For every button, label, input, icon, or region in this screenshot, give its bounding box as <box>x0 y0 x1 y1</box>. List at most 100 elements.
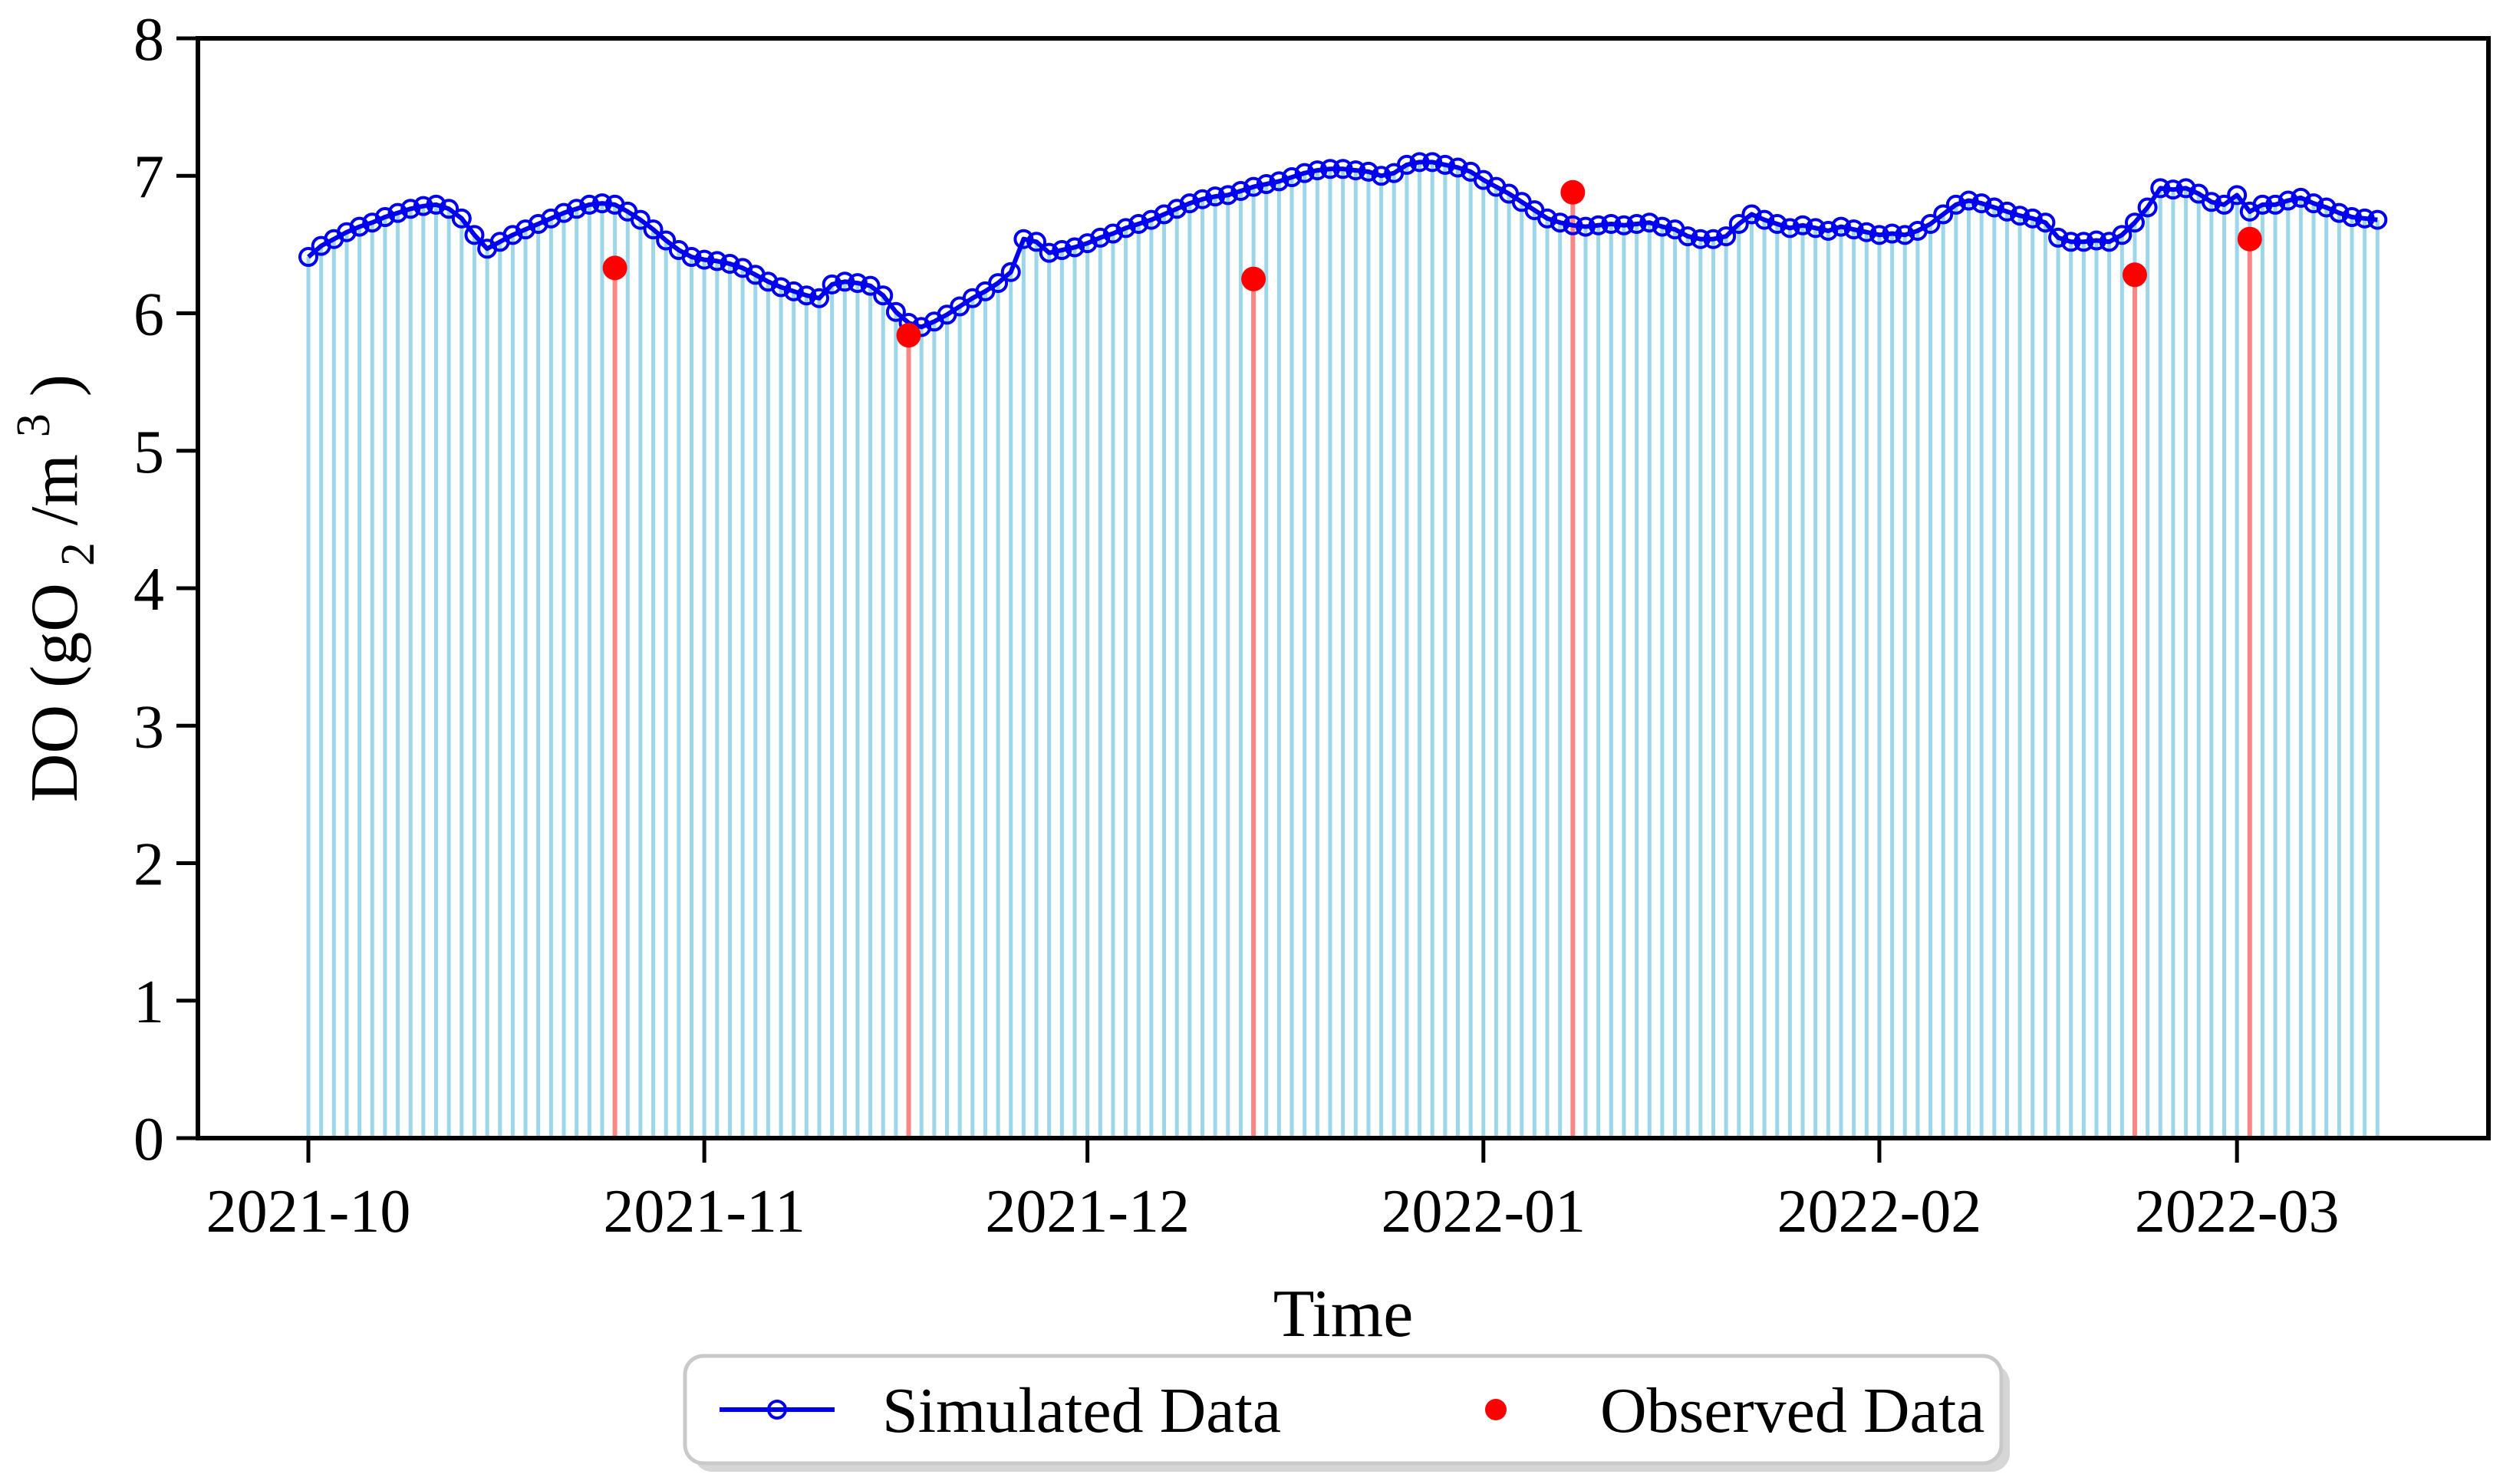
simulated-data-point <box>2022 208 2043 229</box>
simulated-data-point <box>1230 180 1251 201</box>
simulated-data-point <box>1716 226 1737 247</box>
simulated-data-point <box>1115 218 1136 239</box>
x-tick-label: 2022-01 <box>1381 1178 1586 1245</box>
simulated-data-point <box>1371 166 1392 186</box>
simulated-data-point <box>451 208 472 229</box>
simulated-data-point <box>1320 159 1340 179</box>
simulated-data-point <box>2304 193 2324 214</box>
simulated-data-point <box>1039 242 1059 263</box>
simulated-data-point <box>464 225 485 245</box>
simulated-data-point <box>1933 204 1954 225</box>
legend-label-observed: Observed Data <box>1600 1375 1984 1446</box>
simulated-data-point <box>1358 161 1378 182</box>
simulated-data-point <box>1332 159 1353 179</box>
simulated-data-point <box>1409 152 1430 173</box>
simulated-data-point <box>1856 222 1877 242</box>
simulated-data-point <box>885 301 906 322</box>
simulated-data-point <box>2329 202 2350 223</box>
y-axis-label-superscript: 3 <box>8 413 60 437</box>
simulated-data-point <box>1422 152 1443 173</box>
x-axis: 2021-10 2021-11 2021-12 2022-01 2022-02 2022-… <box>206 1138 2340 1245</box>
simulated-data-point <box>387 202 408 223</box>
simulated-data-point <box>298 247 318 268</box>
simulated-data-point <box>1294 163 1315 183</box>
observed-data-point <box>2122 262 2147 288</box>
simulated-data-point <box>439 199 459 219</box>
simulated-data-point <box>1767 213 1787 234</box>
y-tick-label: 3 <box>133 693 164 761</box>
simulated-data-point <box>1793 215 1813 235</box>
y-tick-label: 5 <box>133 419 164 486</box>
simulated-data-point <box>1945 194 1966 215</box>
simulated-data-point <box>873 285 894 306</box>
simulated-data-point <box>988 273 1009 294</box>
simulated-data-point <box>1652 216 1672 237</box>
simulated-data-point <box>835 271 855 292</box>
simulated-data-point <box>1307 160 1328 181</box>
simulated-data-point <box>809 288 829 308</box>
simulated-data-point <box>1269 171 1289 192</box>
y-axis: 0 1 2 3 4 5 6 7 8 <box>133 6 198 1173</box>
simulated-data-point <box>2086 230 2106 251</box>
x-tick-label: 2022-02 <box>1777 1178 1982 1245</box>
simulated-data-point <box>1805 218 1826 239</box>
simulated-data-point <box>349 216 370 237</box>
simulated-data-point <box>643 219 664 240</box>
y-tick-label: 2 <box>133 831 164 899</box>
simulated-curve <box>307 160 2378 330</box>
simulated-data-point <box>1613 215 1634 235</box>
simulated-data-point <box>1639 212 1660 233</box>
simulated-data-point <box>1997 201 2017 222</box>
observed-data-point <box>602 255 627 281</box>
simulated-data-point <box>1601 213 1622 234</box>
simulated-data-point <box>2035 212 2056 233</box>
simulated-data-point <box>2227 185 2248 206</box>
simulated-data-point <box>2010 206 2030 226</box>
simulated-data-point <box>681 247 702 268</box>
simulated-data-point <box>591 193 612 214</box>
simulated-data-point <box>1052 240 1072 261</box>
simulated-data-point <box>400 199 421 219</box>
observed-data-point <box>2237 226 2262 252</box>
simulated-data-point <box>1434 154 1455 175</box>
simulated-data-point <box>1703 229 1724 249</box>
simulated-data-point <box>1958 190 1979 211</box>
simulated-data-point <box>1588 215 1609 235</box>
x-tick-label: 2022-03 <box>2135 1178 2340 1245</box>
simulated-data-point <box>860 275 881 296</box>
simulated-data-point <box>847 273 868 294</box>
simulated-data-point <box>1090 227 1111 248</box>
simulated-data-point <box>2214 194 2235 215</box>
simulated-data-point <box>554 202 574 223</box>
simulated-data-point <box>1831 216 1851 237</box>
simulated-data-point <box>2354 208 2375 229</box>
y-axis-label-main: DO (gO <box>18 583 92 802</box>
simulated-data-point <box>413 196 433 216</box>
simulated-data-point <box>426 194 446 215</box>
x-tick-label: 2021-12 <box>985 1178 1190 1245</box>
simulated-data-point <box>1971 193 1992 214</box>
simulated-data-point <box>1205 186 1226 207</box>
observed-stems <box>612 192 2252 1138</box>
x-axis-label: Time <box>1273 1277 1414 1351</box>
simulated-data-point <box>1000 262 1021 282</box>
simulated-data-point <box>1550 212 1570 233</box>
simulated-data-point <box>1026 232 1047 252</box>
simulated-data-point <box>1882 223 1902 244</box>
simulated-data-point <box>630 209 650 230</box>
simulated-data-point <box>1818 220 1839 241</box>
simulated-data-point <box>579 194 600 215</box>
simulated-data-point <box>1179 193 1200 214</box>
y-axis-label-close: ) <box>18 374 92 397</box>
y-axis-label-main2: /m <box>18 454 92 525</box>
simulated-data-point <box>1345 160 1366 181</box>
simulated-data-point <box>796 285 817 306</box>
simulated-data-point <box>1843 219 1864 240</box>
simulated-data-point <box>2150 178 2171 199</box>
y-tick-label: 7 <box>133 143 164 211</box>
simulated-data-point <box>1626 213 1647 234</box>
simulated-data-point <box>2060 232 2081 252</box>
simulated-data-point <box>566 199 587 219</box>
simulated-data-point <box>771 277 792 298</box>
